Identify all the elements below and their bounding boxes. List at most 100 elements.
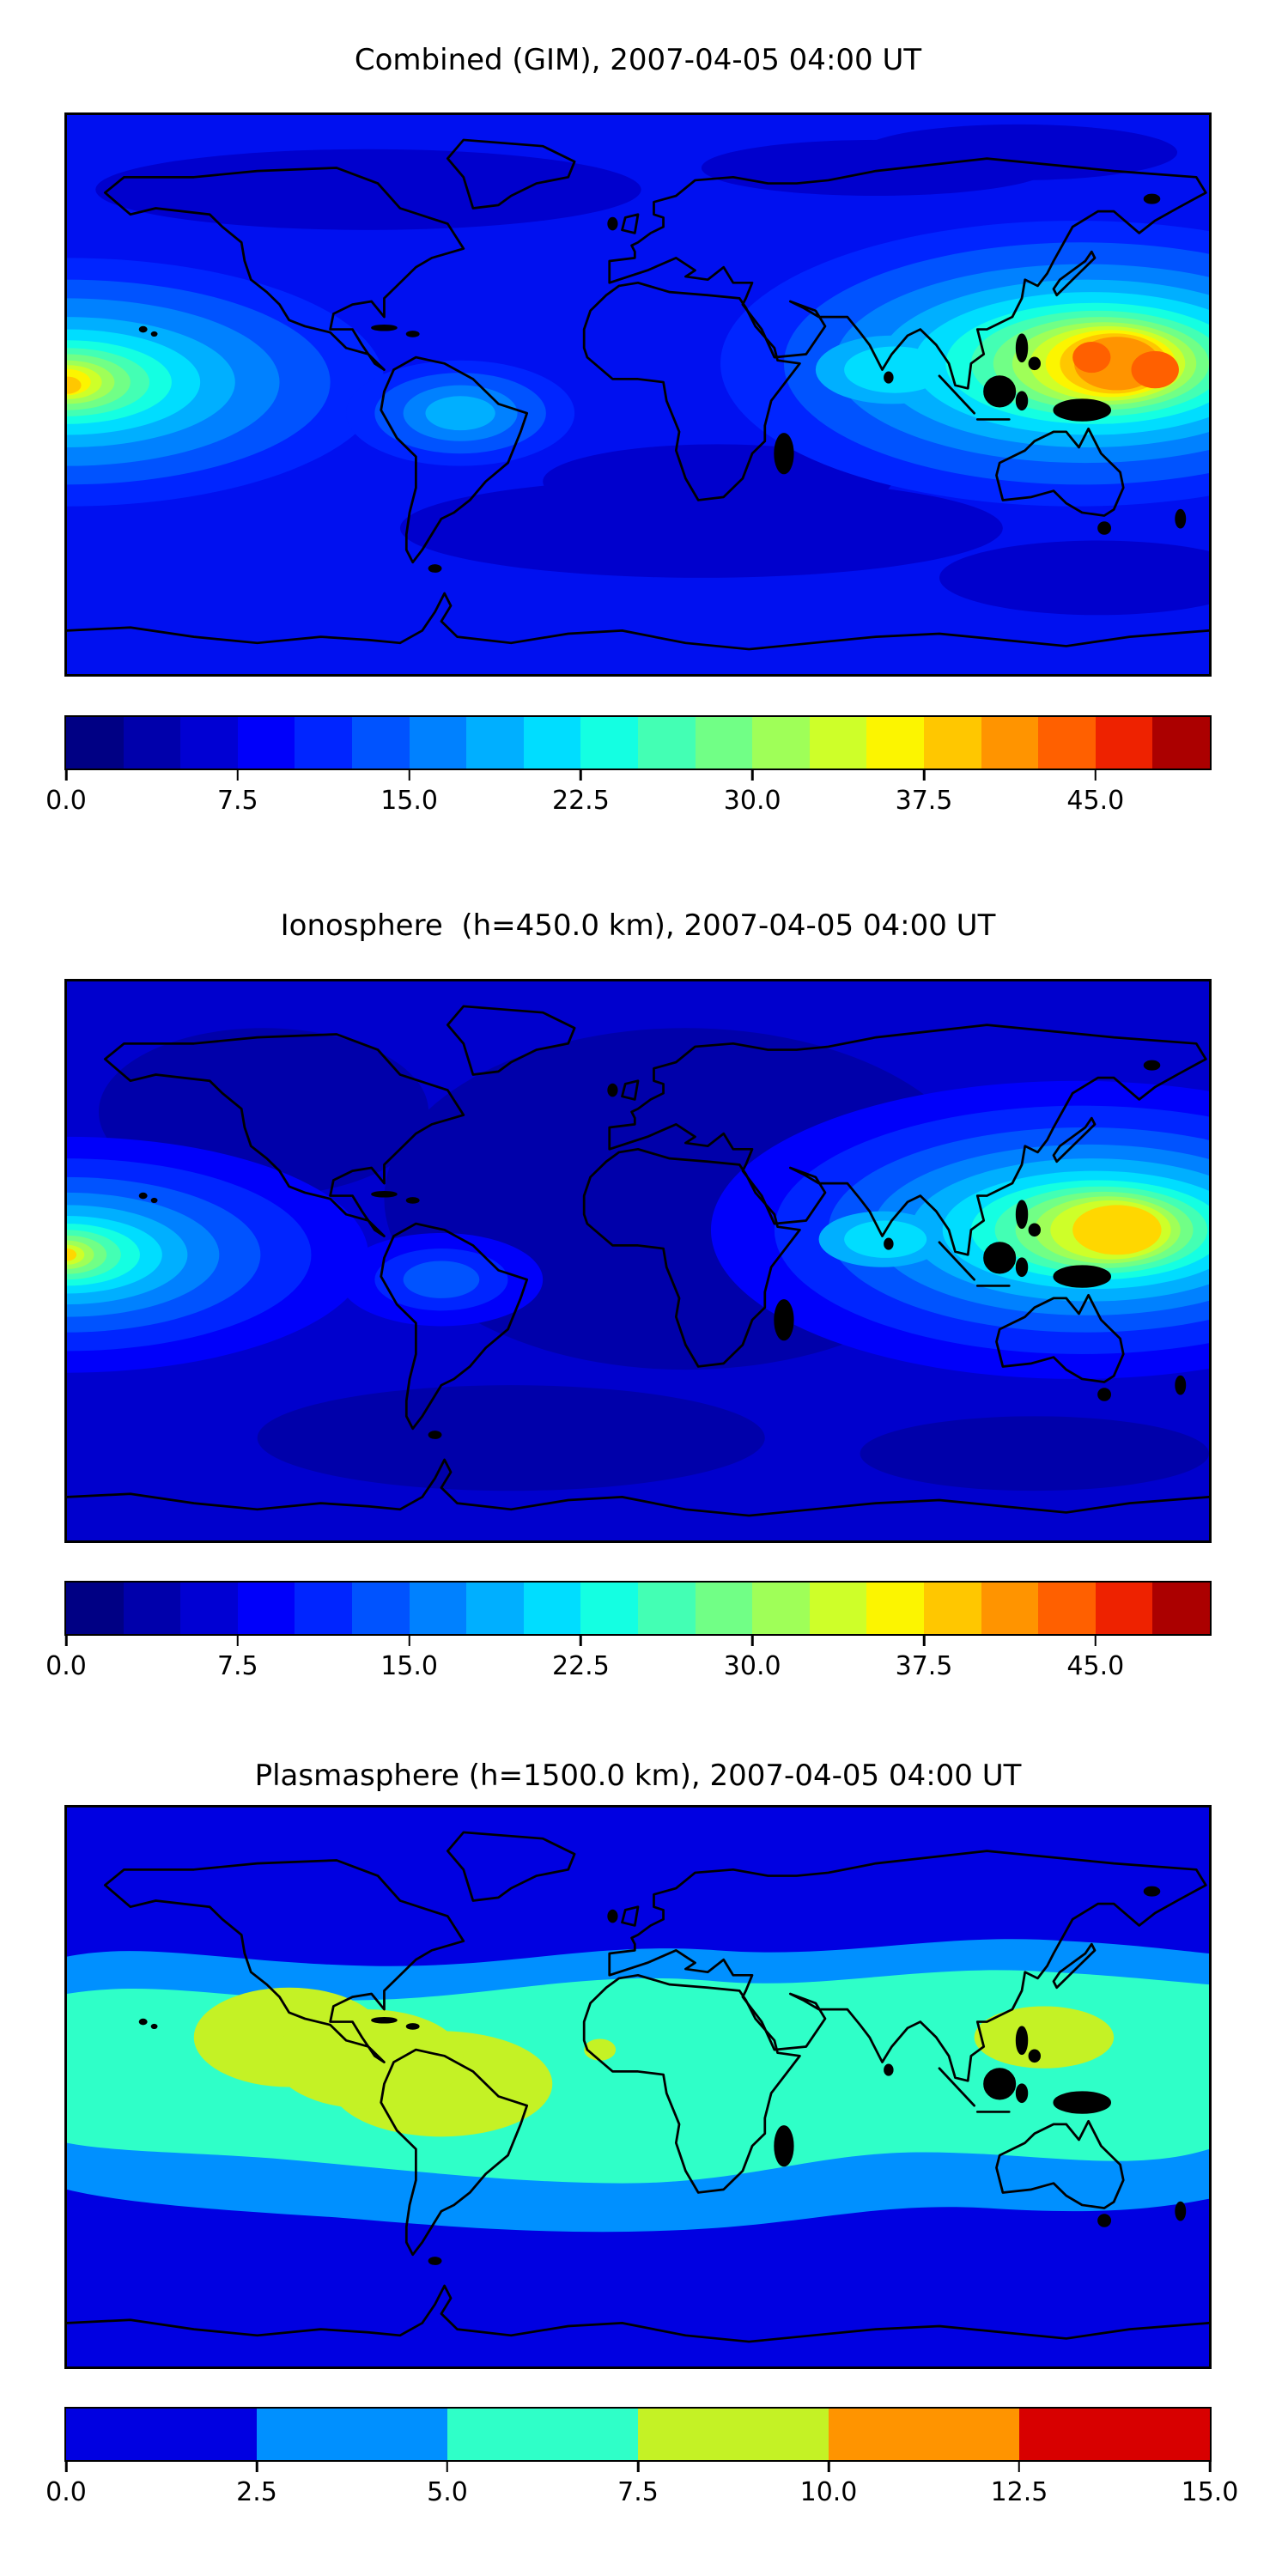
map-combined-plot [67,115,1209,674]
colorbar-tick-mark [750,770,754,781]
colorbar-tick-mark [236,1636,240,1646]
colorbar-tick-mark [255,2462,258,2472]
colorbar-segment [829,2409,1019,2460]
colorbar-tick-label: 15.0 [380,1651,438,1681]
colorbar-ionosphere-ticklabels: 0.0 7.5 15.0 22.5 30.0 37.5 45.0 [46,1651,1210,1686]
colorbar-segment [523,717,581,769]
colorbar-segment [1095,717,1153,769]
colorbar-ionosphere-tickmarks [64,1634,1210,1646]
colorbar-tick-label: 15.0 [380,786,438,816]
colorbar-segment [66,1583,124,1634]
colorbar-segment [351,717,410,769]
colorbar-tick-mark [636,2462,640,2472]
colorbar-tick-label: 10.0 [799,2477,858,2507]
colorbar-segment [981,1583,1039,1634]
colorbar-tick-mark [1208,2462,1212,2472]
colorbar-tick-mark [408,770,410,781]
colorbar-tick-label: 2.5 [236,2477,277,2507]
colorbar-tick-label: 45.0 [1066,1651,1125,1681]
colorbar-tick-label: 12.5 [990,2477,1048,2507]
colorbar-combined: 0.0 7.5 15.0 22.5 30.0 37.5 45.0 [46,715,1212,816]
colorbar-tick-label: 0.0 [46,786,87,816]
colorbar-tick-label: 37.5 [895,1651,953,1681]
colorbar-tick-label: 7.5 [216,786,258,816]
map-combined [64,112,1212,677]
colorbar-plasmasphere-segments [66,2409,1210,2460]
colorbar-tick-label: 30.0 [723,786,781,816]
colorbar-segment [637,717,696,769]
colorbar-segment [237,1583,295,1634]
colorbar-segment [580,1583,638,1634]
colorbar-tick-mark [580,770,582,781]
colorbar-segment [180,1583,238,1634]
colorbar-tick-label: 30.0 [723,1651,781,1681]
colorbar-segment [257,2409,447,2460]
colorbar-segment [295,717,352,769]
colorbar-tick-mark [922,770,926,781]
colorbar-segment [66,2409,257,2460]
colorbar-tick-mark [1094,1636,1097,1646]
colorbar-segment [1019,2409,1210,2460]
colorbar-segment [295,1583,352,1634]
colorbar-combined-tickmarks [64,769,1210,781]
colorbar-segment [866,717,924,769]
colorbar-combined-segments [66,717,1210,769]
colorbar-segment [981,717,1039,769]
colorbar-segment [638,2409,829,2460]
colorbar-tick-label: 22.5 [551,1651,610,1681]
colorbar-tick-mark [1094,770,1097,781]
colorbar-tick-mark [1018,2462,1021,2472]
colorbar-segment [447,2409,638,2460]
panel-title-ionosphere: Ionosphere (h=450.0 km), 2007-04-05 04:0… [280,908,996,943]
colorbar-tick-label: 0.0 [46,2477,87,2507]
panel-title-plasmasphere: Plasmasphere (h=1500.0 km), 2007-04-05 0… [254,1759,1022,1793]
colorbar-ionosphere: 0.0 7.5 15.0 22.5 30.0 37.5 45.0 [46,1581,1212,1681]
colorbar-segment [66,717,124,769]
colorbar-tick-mark [580,1636,582,1646]
colorbar-segment [695,717,753,769]
colorbar-segment [237,717,295,769]
colorbar-segment [1152,1583,1210,1634]
colorbar-tick-mark [750,1636,754,1646]
colorbar-tick-label: 45.0 [1066,786,1125,816]
colorbar-segment [637,1583,696,1634]
colorbar-tick-label: 15.0 [1181,2477,1239,2507]
colorbar-plasmasphere-tickmarks [64,2460,1212,2472]
map-plasmasphere [64,1805,1212,2369]
colorbar-tick-label: 7.5 [617,2477,659,2507]
colorbar-segment [1038,1583,1096,1634]
colorbar-segment [180,717,238,769]
colorbar-tick-mark [446,2462,449,2472]
colorbar-segment [923,717,981,769]
colorbar-tick-label: 7.5 [216,1651,258,1681]
colorbar-tick-label: 37.5 [895,786,953,816]
colorbar-segment [809,1583,867,1634]
colorbar-tick-label: 22.5 [551,786,610,816]
colorbar-combined-ticklabels: 0.0 7.5 15.0 22.5 30.0 37.5 45.0 [46,786,1210,820]
colorbar-tick-mark [827,2462,830,2472]
colorbar-segment [466,717,524,769]
colorbar-segment [1152,717,1210,769]
colorbar-segment [1038,717,1096,769]
colorbar-tick-mark [236,770,240,781]
colorbar-segment [123,1583,181,1634]
colorbar-segment [866,1583,924,1634]
colorbar-tick-mark [64,1636,68,1646]
colorbar-tick-label: 0.0 [46,1651,87,1681]
panel-title-combined: Combined (GIM), 2007-04-05 04:00 UT [354,43,922,77]
colorbar-segment [809,717,867,769]
contour-low-patches [95,124,1209,616]
map-plasmasphere-plot [67,1807,1209,2366]
map-ionosphere-plot [67,981,1209,1540]
colorbar-plasmasphere-ticklabels: 0.0 2.5 5.0 7.5 10.0 12.5 15.0 [46,2477,1238,2512]
map-ionosphere [64,979,1212,1543]
colorbar-segment [466,1583,524,1634]
colorbar-segment [123,717,181,769]
colorbar-tick-mark [408,1636,410,1646]
colorbar-segment [523,1583,581,1634]
colorbar-segment [923,1583,981,1634]
colorbar-segment [752,717,810,769]
colorbar-tick-mark [64,770,68,781]
colorbar-segment [580,717,638,769]
